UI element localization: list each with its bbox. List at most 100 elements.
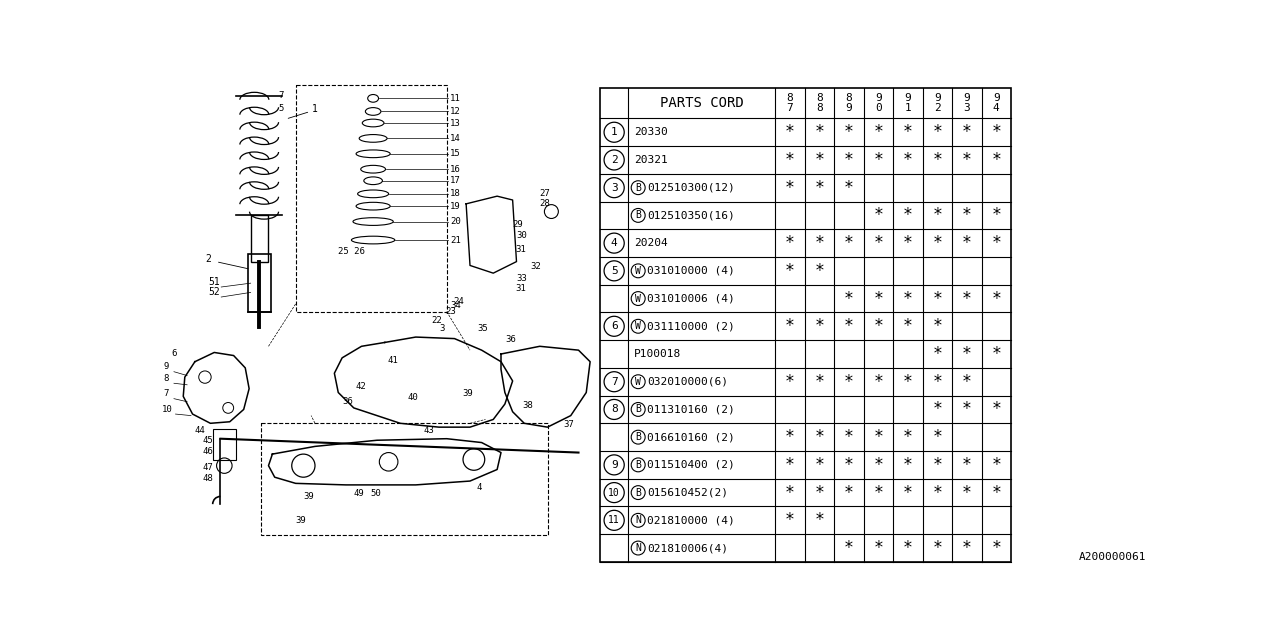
Text: *: *	[961, 206, 972, 225]
Text: 4: 4	[476, 483, 481, 492]
Bar	[212, 429, 236, 460]
Text: 0: 0	[876, 104, 882, 113]
Text: W: W	[635, 294, 641, 303]
Text: *: *	[991, 234, 1001, 252]
Text: *: *	[902, 289, 913, 308]
Text: N: N	[635, 515, 641, 525]
Text: *: *	[991, 206, 1001, 225]
Text: *: *	[902, 317, 913, 335]
Text: 021810006(4): 021810006(4)	[648, 543, 728, 553]
Text: *: *	[844, 317, 854, 335]
Text: 22: 22	[431, 316, 442, 325]
Text: *: *	[961, 484, 972, 502]
Text: *: *	[814, 262, 824, 280]
Text: *: *	[814, 179, 824, 196]
Text: 39: 39	[303, 492, 314, 500]
Text: 38: 38	[522, 401, 534, 410]
Text: *: *	[873, 456, 883, 474]
Text: *: *	[961, 234, 972, 252]
Text: 1: 1	[611, 127, 617, 137]
Bar	[251, 216, 268, 262]
Text: B: B	[635, 404, 641, 415]
Text: *: *	[902, 151, 913, 169]
Text: 7: 7	[279, 92, 284, 100]
Text: 28: 28	[540, 199, 550, 208]
Bar	[261, 423, 548, 535]
Text: *: *	[873, 124, 883, 141]
Text: A200000061: A200000061	[1078, 552, 1146, 562]
Text: 23: 23	[445, 307, 456, 316]
Text: 37: 37	[563, 420, 573, 429]
Text: 42: 42	[356, 381, 366, 390]
Text: B: B	[635, 211, 641, 220]
Text: 8: 8	[164, 374, 169, 383]
Text: 10: 10	[608, 488, 620, 498]
Text: *: *	[902, 206, 913, 225]
Text: 6: 6	[172, 349, 177, 358]
Text: 48: 48	[202, 474, 214, 483]
Text: 9: 9	[905, 93, 911, 103]
Text: 12: 12	[449, 107, 461, 116]
Text: *: *	[991, 151, 1001, 169]
Text: *: *	[932, 124, 942, 141]
Text: 015610452(2): 015610452(2)	[648, 488, 728, 498]
Text: 30: 30	[517, 232, 527, 241]
Text: 16: 16	[449, 164, 461, 173]
Text: *: *	[902, 456, 913, 474]
Text: 31: 31	[515, 284, 526, 293]
Text: *: *	[991, 401, 1001, 419]
Text: 4: 4	[611, 238, 617, 248]
Text: *: *	[785, 484, 795, 502]
Text: *: *	[932, 484, 942, 502]
Text: 031010000 (4): 031010000 (4)	[648, 266, 735, 276]
Text: *: *	[991, 484, 1001, 502]
Text: W: W	[635, 321, 641, 332]
Text: *: *	[844, 456, 854, 474]
Text: *: *	[873, 484, 883, 502]
Text: *: *	[785, 179, 795, 196]
Text: B: B	[635, 182, 641, 193]
Text: 8: 8	[787, 93, 794, 103]
Text: *: *	[873, 206, 883, 225]
Text: *: *	[932, 206, 942, 225]
Text: *: *	[814, 234, 824, 252]
Text: *: *	[873, 428, 883, 446]
Text: 13: 13	[449, 118, 461, 127]
Text: 8: 8	[817, 93, 823, 103]
Text: *: *	[844, 372, 854, 390]
Text: *: *	[814, 484, 824, 502]
Text: *: *	[932, 372, 942, 390]
Text: *: *	[814, 124, 824, 141]
Text: *: *	[961, 289, 972, 308]
Text: 3: 3	[439, 324, 444, 333]
Text: 27: 27	[540, 189, 550, 198]
Text: *: *	[991, 539, 1001, 557]
Text: *: *	[961, 151, 972, 169]
Text: 39: 39	[462, 389, 474, 398]
Text: 36: 36	[342, 397, 353, 406]
Bar	[600, 88, 1011, 562]
Text: 9: 9	[164, 362, 169, 371]
Text: 19: 19	[449, 202, 461, 211]
Text: 7: 7	[164, 389, 169, 398]
Text: *: *	[873, 289, 883, 308]
Text: 8: 8	[846, 93, 852, 103]
Text: *: *	[961, 456, 972, 474]
Text: *: *	[844, 151, 854, 169]
Text: 50: 50	[371, 490, 381, 499]
Text: 3: 3	[611, 182, 617, 193]
Text: 34: 34	[451, 301, 461, 310]
Text: *: *	[844, 484, 854, 502]
Text: *: *	[814, 317, 824, 335]
Text: 031010006 (4): 031010006 (4)	[648, 294, 735, 303]
Text: 2: 2	[934, 104, 941, 113]
Text: *: *	[961, 345, 972, 363]
Text: *: *	[814, 428, 824, 446]
Text: 2: 2	[611, 155, 617, 165]
Text: *: *	[932, 151, 942, 169]
Text: *: *	[902, 428, 913, 446]
Text: *: *	[814, 456, 824, 474]
Text: 1: 1	[905, 104, 911, 113]
Text: 20321: 20321	[635, 155, 668, 165]
Text: B: B	[635, 488, 641, 498]
